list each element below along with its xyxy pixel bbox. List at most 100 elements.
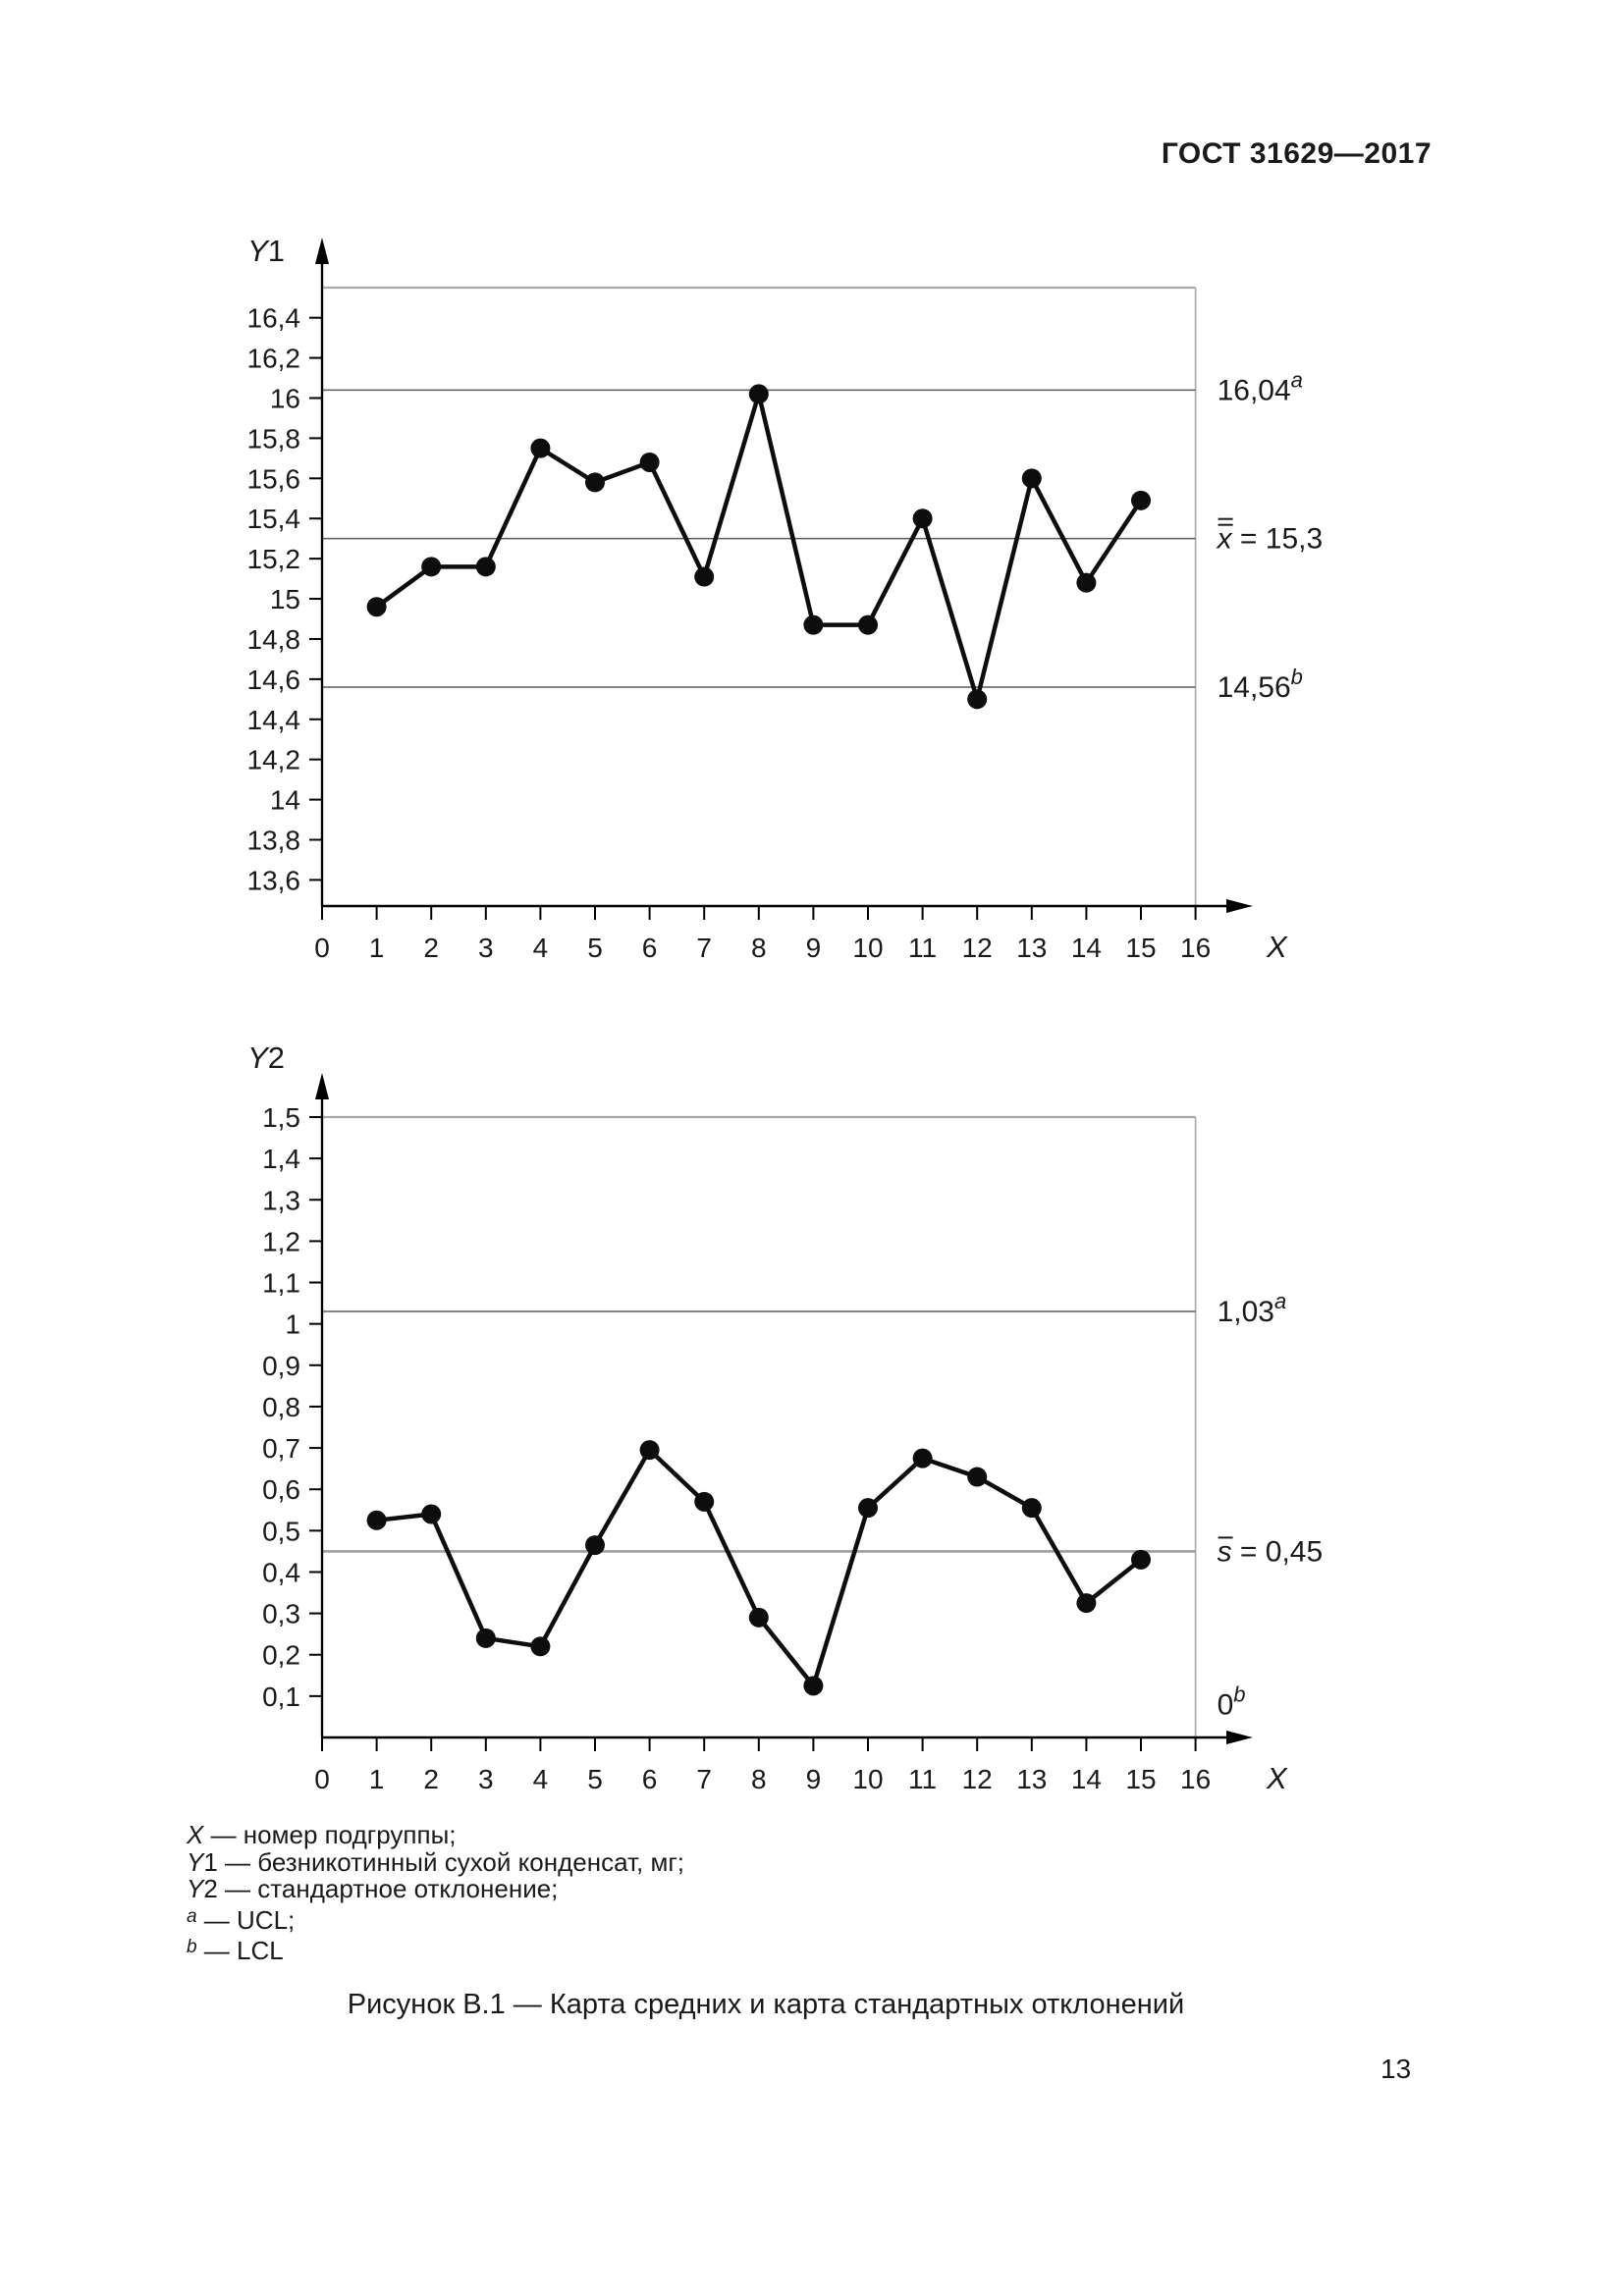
plot-frame <box>322 1115 1197 1737</box>
y-tick-label: 0,3 <box>262 1599 300 1629</box>
data-point <box>1131 1549 1151 1570</box>
y-tick-label: 14,4 <box>247 705 301 735</box>
limit-label: x = 15,3 <box>1216 523 1324 556</box>
y-axis-ticks: 1,5 1,4 1,3 1,2 1,1 1 0,9 0,8 0,7 0,6 0,5 0,4 0,3 0,2… <box>262 1102 322 1712</box>
data-point <box>530 1636 551 1657</box>
data-point <box>639 452 660 472</box>
x-tick-label: 13 <box>1016 1764 1047 1794</box>
document-header: ГОСТ 31629—2017 <box>0 137 1432 171</box>
data-point <box>748 384 769 404</box>
x-tick-label: 15 <box>1125 933 1156 963</box>
x-tick-label: 9 <box>806 1764 822 1794</box>
y-tick-label: 0,5 <box>262 1516 300 1546</box>
legend-item-y1: Y1 — безникотинный сухой конденсат, мг; <box>187 1846 685 1877</box>
y-tick-label: 14,2 <box>247 745 301 775</box>
x-tick-label: 7 <box>696 933 712 963</box>
x-tick-label: 1 <box>369 933 385 963</box>
legend-text: — UCL; <box>196 1904 296 1935</box>
y-tick-label: 14 <box>270 785 300 816</box>
legend-symbol: X <box>187 1820 204 1849</box>
x-tick-label: 7 <box>696 1764 712 1794</box>
y-tick-label: 0,8 <box>262 1392 300 1422</box>
legend-superscript: a <box>187 1905 197 1927</box>
y-axis-title: Y2 <box>247 1041 285 1075</box>
data-point <box>1021 1498 1042 1519</box>
y-tick-label: 15,4 <box>247 504 301 534</box>
data-point <box>1076 572 1097 593</box>
y-tick-label: 15,2 <box>247 544 301 574</box>
data-point <box>912 1448 933 1468</box>
x-tick-label: 10 <box>852 933 883 963</box>
y-tick-label: 0,1 <box>262 1682 300 1712</box>
y-tick-label: 0,9 <box>262 1351 300 1381</box>
x-tick-label: 4 <box>533 1764 549 1794</box>
x-axis-arrow <box>1226 899 1253 913</box>
x-tick-label: 8 <box>751 933 767 963</box>
data-point <box>1021 468 1042 489</box>
stddev-control-chart: 1,03a s = 0,45 0b 1,5 1,4 1,3 1,2 1,1 1 0,9 0,8 0,7… <box>247 1041 1323 1795</box>
x-tick-label: 12 <box>962 933 993 963</box>
data-point <box>967 689 988 710</box>
legend-text: — номер подгруппы; <box>203 1820 457 1849</box>
control-limit-line: 16,04a <box>322 367 1303 406</box>
data-series <box>366 384 1151 710</box>
x-tick-label: 0 <box>314 933 330 963</box>
data-series <box>366 1440 1151 1696</box>
data-point <box>530 438 551 458</box>
y-axis-title: Y1 <box>247 234 285 268</box>
limit-label: 0b <box>1218 1682 1246 1721</box>
limit-label: s = 0,45 <box>1218 1535 1324 1568</box>
data-point <box>639 1440 660 1461</box>
data-point <box>1076 1593 1097 1614</box>
x-axis-ticks: 0 1 2 3 4 5 6 7 8 9 10 11 12 13 14 15 16 <box>314 906 1211 963</box>
y-tick-label: 14,6 <box>247 665 301 695</box>
y-tick-label: 13,8 <box>247 826 301 856</box>
figure-legend: X — номер подгруппы; Y1 — безникотинный … <box>187 1820 685 1966</box>
limit-label: 1,03a <box>1218 1289 1287 1328</box>
x-tick-label: 14 <box>1071 1764 1102 1794</box>
x-tick-label: 6 <box>642 1764 658 1794</box>
data-point <box>1131 490 1151 510</box>
y-tick-label: 15 <box>270 584 300 614</box>
x-axis-title: X <box>1266 930 1288 964</box>
data-point <box>475 1628 496 1648</box>
control-limit-line: s = 0,45 <box>322 1535 1323 1568</box>
data-point <box>858 614 878 635</box>
y-tick-label: 1,1 <box>262 1268 300 1299</box>
legend-text: — LCL <box>196 1936 284 1966</box>
data-point <box>421 557 442 577</box>
standard-number: ГОСТ 31629—2017 <box>1161 137 1432 170</box>
legend-item-y2: Y2 — стандартное отклонение; <box>187 1874 559 1904</box>
figure-caption: Рисунок В.1 — Карта средних и карта стан… <box>347 1989 1185 2020</box>
x-tick-label: 15 <box>1125 1764 1156 1794</box>
x-tick-label: 2 <box>423 1764 439 1794</box>
data-point <box>585 472 605 493</box>
x-tick-label: 5 <box>587 933 603 963</box>
data-point <box>694 1491 715 1512</box>
control-limit-line: x = 15,3 <box>322 517 1324 556</box>
control-limit-line: 14,56b <box>322 665 1303 704</box>
x-tick-label: 0 <box>314 1764 330 1794</box>
x-tick-label: 1 <box>369 1764 385 1794</box>
x-tick-label: 8 <box>751 1764 767 1794</box>
y-tick-label: 13,6 <box>247 865 301 895</box>
legend-symbol: Y <box>187 1846 204 1877</box>
data-point <box>858 1498 878 1519</box>
x-tick-label: 16 <box>1180 933 1211 963</box>
y-tick-label: 1,2 <box>262 1226 300 1256</box>
y-tick-label: 1,3 <box>262 1185 300 1215</box>
data-point <box>421 1504 442 1524</box>
y-tick-label: 1 <box>285 1309 300 1340</box>
y-tick-label: 1,5 <box>262 1102 300 1133</box>
legend-text: — безникотинный сухой конденсат, мг; <box>217 1846 685 1877</box>
x-tick-label: 9 <box>806 933 822 963</box>
y-tick-label: 0,4 <box>262 1557 300 1587</box>
x-tick-label: 11 <box>908 933 937 963</box>
x-tick-label: 2 <box>423 933 439 963</box>
x-tick-label: 4 <box>533 933 549 963</box>
y-tick-label: 14,8 <box>247 624 301 655</box>
series-line <box>375 392 1143 702</box>
data-point <box>748 1607 769 1628</box>
limit-label: 14,56b <box>1218 665 1303 704</box>
